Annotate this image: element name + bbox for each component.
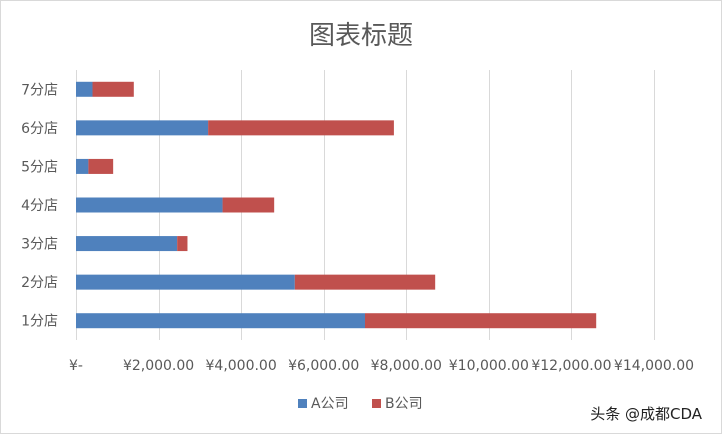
bar-A公司 [76,81,93,97]
bar-B公司 [177,236,188,252]
bar-A公司 [76,274,295,290]
x-tick-labels: ¥- ¥2,000.00 ¥4,000.00 ¥6,000.00 ¥8,000.00 ¥1… [69,358,694,374]
x-tick-label: ¥14,000.00 [614,358,694,374]
grid-lines [76,70,655,340]
x-tick-label: ¥4,000.00 [206,358,277,374]
x-tick-label: ¥6,000.00 [288,358,359,374]
x-tick-label: ¥2,000.00 [123,358,194,374]
watermark: 头条 @成都CDA [590,405,703,423]
bar-B公司 [88,158,114,174]
category-labels: 1分店 2分店 3分店 4分店 5分店 6分店 7分店 [21,82,58,329]
bar-A公司 [76,197,223,213]
legend: A公司 B公司 [298,396,423,412]
legend-label: B公司 [385,396,423,412]
legend-label: A公司 [311,396,349,412]
legend-swatch [298,399,307,408]
bar-A公司 [76,313,365,329]
x-tick-label: ¥10,000.00 [449,358,529,374]
bars [76,81,597,329]
x-tick-label: ¥8,000.00 [371,358,442,374]
bar-B公司 [92,81,134,97]
bar-B公司 [365,313,597,329]
bar-A公司 [76,158,89,174]
x-tick-label: ¥- [69,358,83,374]
bar-B公司 [294,274,436,290]
category-label: 6分店 [21,121,58,137]
category-label: 2分店 [21,275,58,291]
category-label: 3分店 [21,237,58,253]
legend-swatch [372,399,381,408]
category-label: 5分店 [21,159,58,175]
bar-B公司 [208,120,394,136]
bar-A公司 [76,120,209,136]
bar-B公司 [222,197,275,213]
category-label: 4分店 [21,198,58,214]
category-label: 1分店 [21,314,58,330]
chart-title: 图表标题 [309,21,413,51]
bar-A公司 [76,236,178,252]
x-tick-label: ¥12,000.00 [531,358,611,374]
category-label: 7分店 [21,82,58,98]
